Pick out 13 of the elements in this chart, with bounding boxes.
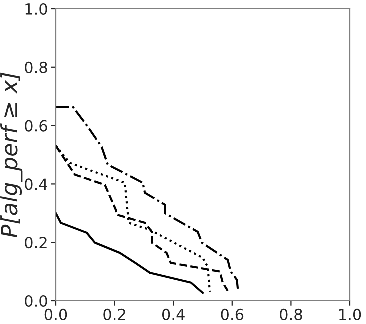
x-tick-label: 0.4 xyxy=(162,308,185,320)
x-tick-label: 0.8 xyxy=(280,308,302,320)
x-tick-label: 1.0 xyxy=(340,308,362,320)
y-tick-label: 0.6 xyxy=(25,120,48,132)
y-tick-label: 1.0 xyxy=(26,3,48,16)
x-tick-label: 0.2 xyxy=(104,308,126,320)
y-tick-label: 0.8 xyxy=(25,62,48,74)
y-axis-title: P[alg_perf ≥ x] xyxy=(0,72,23,238)
y-tick-label: 0.0 xyxy=(25,295,48,308)
x-tick-label: 0.0 xyxy=(44,308,68,320)
y-tick-label: 0.4 xyxy=(25,178,48,190)
y-tick-label: 0.2 xyxy=(25,237,47,249)
x-tick-label: 0.6 xyxy=(221,308,244,320)
